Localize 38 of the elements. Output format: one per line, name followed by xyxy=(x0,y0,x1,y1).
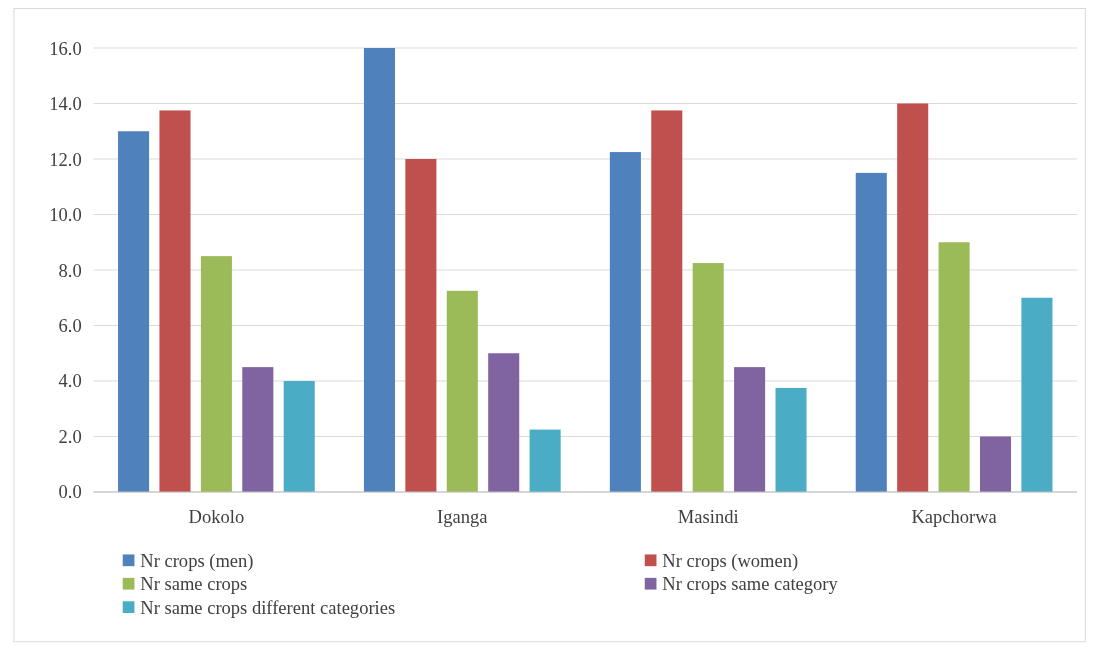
y-tick-label: 16.0 xyxy=(49,37,82,59)
y-tick-label: 12.0 xyxy=(49,148,82,170)
bar xyxy=(855,172,887,492)
bar xyxy=(734,367,766,492)
y-tick-label: 4.0 xyxy=(58,370,82,392)
bar xyxy=(363,48,395,492)
bar xyxy=(118,131,150,492)
y-tick-label: 8.0 xyxy=(58,259,82,281)
y-tick-label: 2.0 xyxy=(58,425,82,447)
bar xyxy=(529,429,561,492)
legend-label: Nr same crops xyxy=(140,573,248,595)
legend-label: Nr crops (men) xyxy=(140,549,254,572)
bar xyxy=(938,242,970,492)
bar xyxy=(651,110,683,492)
y-tick-label: 6.0 xyxy=(58,314,82,336)
bar xyxy=(242,367,274,492)
bar xyxy=(283,381,315,492)
legend-label: Nr crops same category xyxy=(662,573,839,595)
bar xyxy=(692,263,724,492)
bar xyxy=(979,436,1012,492)
y-tick-label: 14.0 xyxy=(49,92,82,114)
x-tick-label: Kapchorwa xyxy=(911,506,997,528)
bar xyxy=(1021,297,1053,492)
legend-label: Nr crops (women) xyxy=(662,549,799,572)
bar xyxy=(446,290,478,492)
y-tick-label: 10.0 xyxy=(49,203,82,225)
bar xyxy=(609,152,641,492)
x-tick-label: Masindi xyxy=(677,506,739,528)
y-tick-label: 0.0 xyxy=(58,481,82,503)
legend-label: Nr same crops different categories xyxy=(140,596,396,618)
x-tick-label: Iganga xyxy=(437,506,488,528)
bar xyxy=(159,110,191,492)
bar xyxy=(897,103,929,492)
bar xyxy=(488,353,520,492)
bar xyxy=(775,387,807,492)
bar xyxy=(200,256,232,492)
bar xyxy=(405,159,437,492)
x-tick-label: Dokolo xyxy=(188,506,245,528)
